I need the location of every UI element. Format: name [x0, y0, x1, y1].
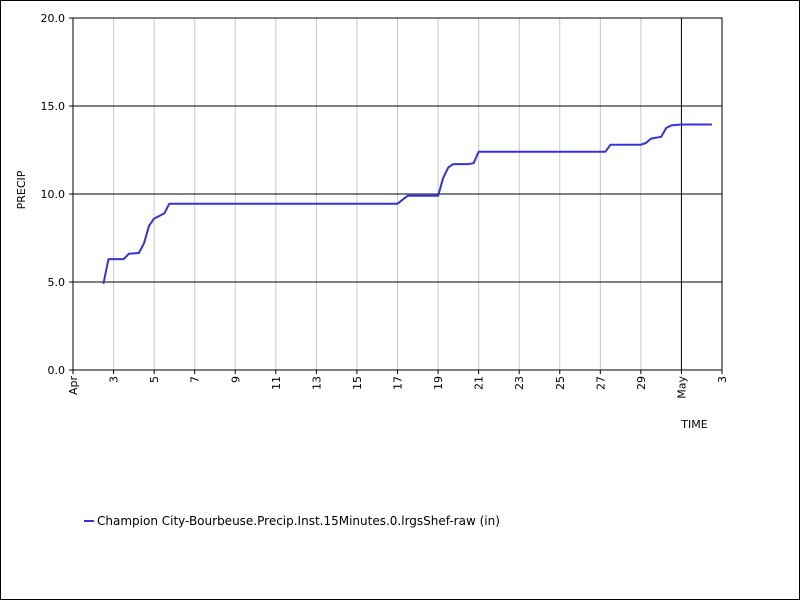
y-tick-label: 15.0	[41, 100, 66, 113]
x-axis-label: TIME	[680, 418, 707, 431]
legend-label: Champion City-Bourbeuse.Precip.Inst.15Mi…	[97, 514, 500, 528]
x-tick-label: 17	[392, 376, 405, 390]
series-line	[102, 123, 712, 285]
x-tick-label: 3	[108, 376, 121, 383]
x-tick-label: 3	[716, 376, 729, 383]
legend: Champion City-Bourbeuse.Precip.Inst.15Mi…	[84, 514, 500, 528]
x-tick-label: 25	[554, 376, 567, 390]
y-tick-label: 10.0	[41, 188, 66, 201]
x-tick-label: Apr	[67, 376, 80, 396]
x-tick-label: May	[675, 376, 688, 399]
x-tick-label: 11	[270, 376, 283, 390]
x-tick-label: 29	[635, 376, 648, 390]
y-tick-label: 5.0	[48, 276, 66, 289]
x-tick-label: 15	[351, 376, 364, 390]
x-tick-label: 27	[594, 376, 607, 390]
x-tick-label: 9	[229, 376, 242, 383]
series-lines	[102, 123, 712, 285]
x-tick-label: 7	[189, 376, 202, 383]
y-tick-label: 20.0	[41, 12, 66, 25]
y-axis-ticks: 0.0 5.0 10.0 15.0 20.0	[41, 12, 73, 377]
x-tick-label: 5	[148, 376, 161, 383]
x-tick-label: 13	[310, 376, 323, 390]
x-tick-label: 19	[432, 376, 445, 390]
y-tick-label: 0.0	[48, 364, 66, 377]
x-tick-label: 23	[513, 376, 526, 390]
legend-swatch	[84, 520, 94, 522]
x-axis-ticks: Apr 3 5 7 9 11 13 15 17 19 21 23 25 27 29 May 3	[67, 370, 729, 399]
y-axis-label: PRECIP	[15, 170, 28, 209]
x-tick-label: 21	[473, 376, 486, 390]
